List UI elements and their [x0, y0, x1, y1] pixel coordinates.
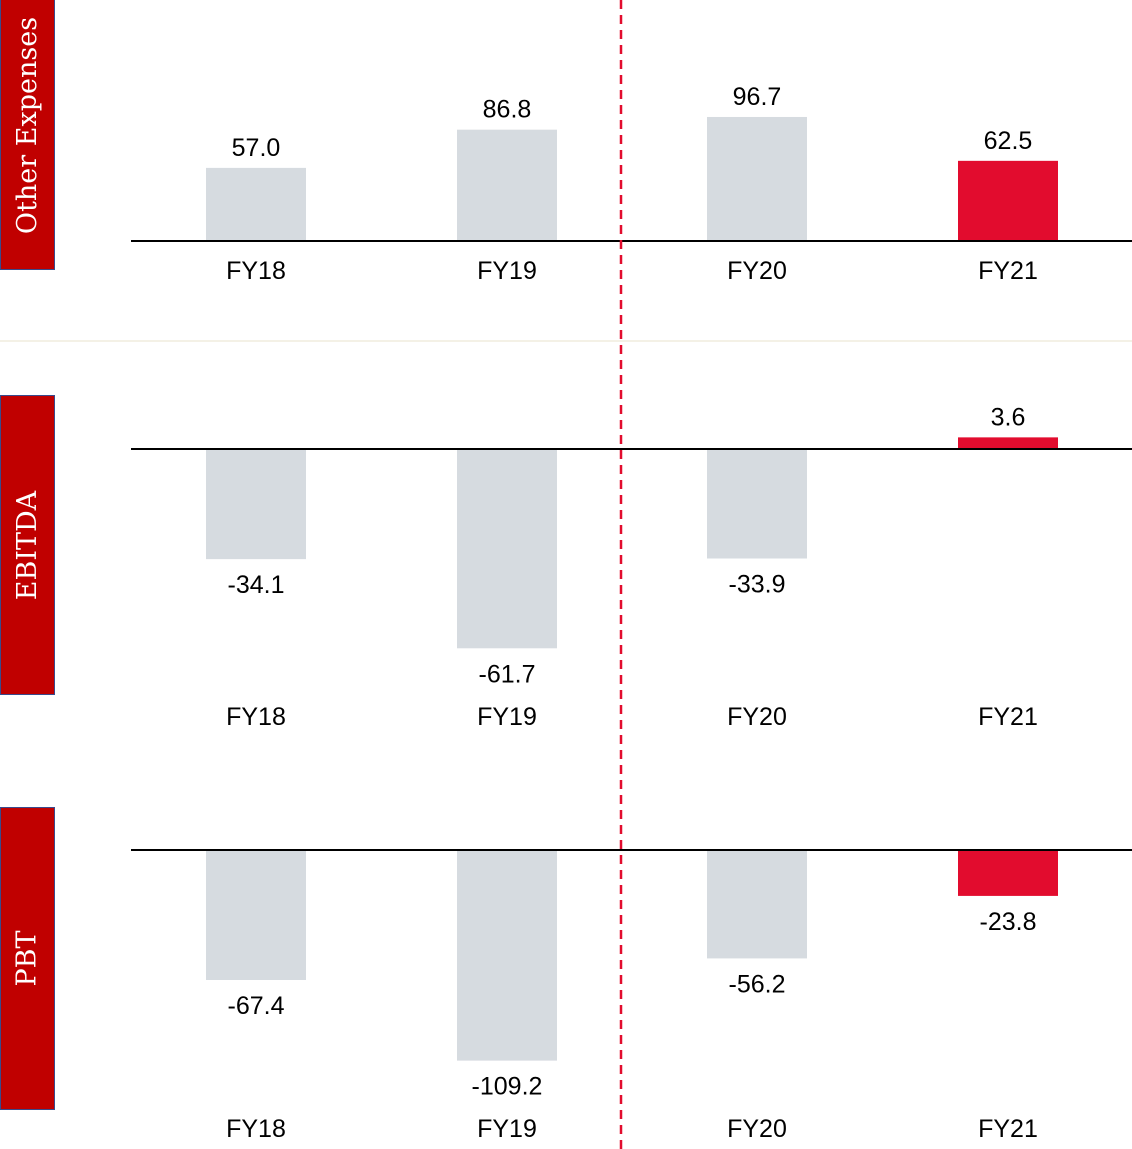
data-label: 86.8	[483, 96, 532, 124]
data-label: -61.7	[479, 660, 536, 688]
bar-fy21	[958, 160, 1058, 241]
panel-label-pbt: PBT	[0, 807, 55, 1110]
category-label: FY18	[226, 1115, 286, 1143]
bar-fy21	[958, 437, 1058, 449]
panel-label-ebitda: EBITDA	[0, 395, 55, 695]
category-label: FY20	[727, 703, 787, 731]
data-label: -109.2	[472, 1073, 543, 1101]
data-label: -67.4	[228, 992, 285, 1020]
data-label: 57.0	[232, 134, 281, 162]
data-label: -33.9	[729, 570, 786, 598]
data-label: 3.6	[991, 403, 1026, 431]
category-label: FY19	[477, 257, 537, 285]
category-label: FY21	[978, 703, 1038, 731]
chart-panel-1: 57.0 86.8 96.7 62.5 FY18 FY19 FY20 FY21	[131, 83, 1132, 285]
category-label: FY21	[978, 1115, 1038, 1143]
chart-panel-2: -34.1 -61.7 -33.9 3.6 FY18 FY19 FY20 FY21	[131, 403, 1132, 731]
data-label: -34.1	[228, 571, 285, 599]
bar-fy19	[457, 129, 557, 241]
bar-fy18	[206, 167, 306, 241]
data-label: -23.8	[980, 908, 1037, 936]
category-label: FY19	[477, 703, 537, 731]
bar-fy19	[457, 449, 557, 649]
bar-fy18	[206, 449, 306, 560]
category-label: FY19	[477, 1115, 537, 1143]
bar-fy19	[457, 850, 557, 1061]
data-label: 62.5	[984, 127, 1033, 155]
category-label: FY18	[226, 703, 286, 731]
data-label: -56.2	[729, 970, 786, 998]
panel-label-other-expenses: Other Expenses	[0, 0, 55, 270]
panel-separator	[0, 340, 1132, 342]
bar-fy20	[707, 850, 807, 959]
bar-fy20	[707, 449, 807, 559]
bar-fy21	[958, 850, 1058, 896]
category-label: FY18	[226, 257, 286, 285]
bar-fy18	[206, 850, 306, 981]
chart-panel-3: -67.4 -109.2 -56.2 -23.8 FY18 FY19 FY20 FY21	[131, 849, 1132, 1143]
category-label: FY21	[978, 257, 1038, 285]
data-label: 96.7	[733, 83, 782, 111]
category-label: FY20	[727, 1115, 787, 1143]
category-label: FY20	[727, 257, 787, 285]
bar-fy20	[707, 116, 807, 241]
